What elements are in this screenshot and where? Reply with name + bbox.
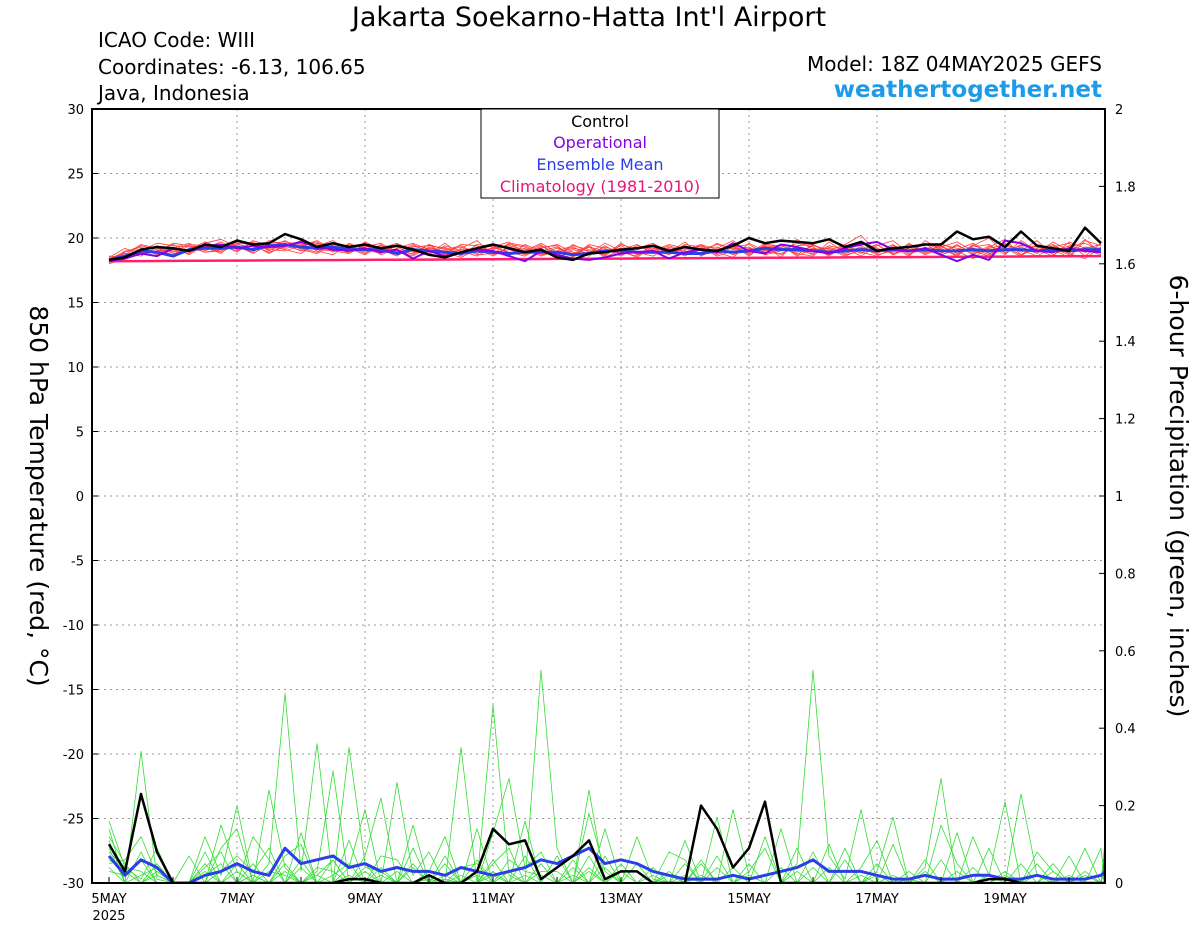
precip-member-line [108, 809, 1105, 883]
y-tick-label-left: -25 [63, 813, 84, 828]
y-tick-label-left: -30 [63, 877, 84, 892]
y-tick-label-left: 15 [67, 297, 84, 312]
temp-operational-line [108, 239, 1102, 263]
legend: Control Operational Ensemble Mean Climatolo… [480, 108, 720, 199]
axes: 302520151050-5-10-15-20-25-3021.81.61.41… [63, 103, 1136, 924]
y-tick-label-left: 5 [76, 426, 84, 441]
temp-control-line [108, 226, 1102, 262]
legend-entry-climatology: Climatology (1981-2010) [500, 177, 700, 196]
temp-climatology-line [108, 254, 1101, 263]
chart-title: Jakarta Soekarno-Hatta Int'l Airport [351, 2, 827, 33]
legend-entry-operational: Operational [553, 133, 647, 152]
y-tick-label-left: 0 [76, 490, 84, 505]
y-tick-label-right: 0 [1115, 877, 1123, 892]
y-tick-label-left: 10 [67, 361, 84, 376]
x-tick-label: 19MAY [983, 892, 1027, 907]
y-tick-label-left: 25 [67, 168, 84, 183]
y-tick-label-right: 0.6 [1115, 645, 1136, 660]
y-tick-label-right: 1 [1115, 490, 1123, 505]
y-tick-label-left: -5 [71, 555, 84, 570]
y-tick-label-left: 30 [67, 103, 84, 118]
y-tick-label-left: 20 [67, 232, 84, 247]
precip-member-line [108, 789, 1105, 883]
legend-entry-control: Control [571, 112, 629, 131]
y-tick-label-right: 1.8 [1115, 180, 1136, 195]
precip-member-line [108, 770, 1105, 883]
model-run-label: Model: 18Z 04MAY2025 GEFS [807, 52, 1102, 76]
x-tick-label: 13MAY [599, 892, 643, 907]
y-axis-right-label: 6-hour Precipitation (green, inches) [1164, 275, 1193, 718]
y-axis-left-label: 850 hPa Temperature (red, °C) [24, 305, 53, 686]
temperature-series [108, 226, 1102, 265]
y-tick-label-right: 0.8 [1115, 567, 1136, 582]
region-label: Java, Indonesia [98, 81, 250, 105]
temp-ensemble-mean-line [108, 243, 1101, 262]
x-tick-sublabel: 2025 [92, 909, 125, 924]
grid-lines [92, 109, 1105, 883]
coordinates-label: Coordinates: -6.13, 106.65 [98, 55, 366, 79]
x-tick-label: 5MAY [91, 892, 126, 907]
y-tick-label-right: 2 [1115, 103, 1123, 118]
y-tick-label-right: 0.2 [1115, 800, 1136, 815]
y-tick-label-left: -20 [63, 748, 84, 763]
y-tick-label-right: 0.4 [1115, 722, 1136, 737]
site-link[interactable]: weathertogether.net [833, 77, 1102, 103]
x-tick-label: 15MAY [727, 892, 771, 907]
legend-entry-ensemble: Ensemble Mean [536, 155, 663, 174]
x-tick-label: 11MAY [471, 892, 515, 907]
y-tick-label-right: 1.4 [1115, 335, 1136, 350]
x-tick-label: 17MAY [855, 892, 899, 907]
x-tick-label: 7MAY [219, 892, 254, 907]
icao-code-label: ICAO Code: WIII [98, 28, 256, 52]
precip-ensemble-mean-line [107, 846, 1105, 883]
precipitation-series [107, 669, 1105, 883]
precip-member-line [108, 669, 1105, 883]
temp-member-line [108, 238, 1102, 258]
x-tick-label: 9MAY [347, 892, 382, 907]
temp-member-line [108, 242, 1102, 263]
y-tick-label-right: 1.2 [1115, 413, 1136, 428]
legend-box [480, 108, 720, 199]
precip-member-line [108, 836, 1105, 883]
y-tick-label-left: -15 [63, 684, 84, 699]
y-tick-label-left: -10 [63, 619, 84, 634]
y-tick-label-right: 1.6 [1115, 258, 1136, 273]
